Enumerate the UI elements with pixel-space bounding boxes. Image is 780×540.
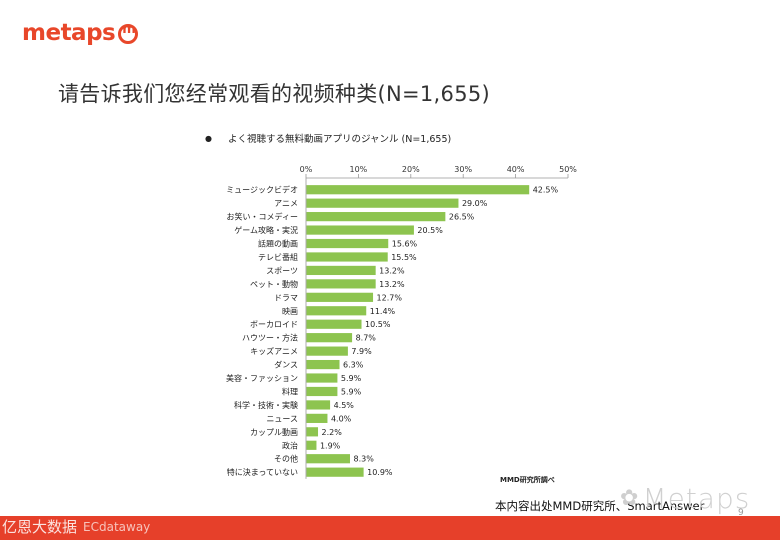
- category-label: スポーツ: [266, 266, 298, 275]
- value-label: 10.9%: [367, 468, 393, 477]
- value-label: 4.0%: [331, 414, 352, 423]
- x-tick-label: 30%: [454, 165, 472, 174]
- value-label: 5.9%: [341, 387, 362, 396]
- category-label: ゲーム攻略・実況: [234, 225, 298, 235]
- category-label: ペット・動物: [250, 279, 298, 289]
- bar: [306, 265, 376, 276]
- chart-caption: ● よく視聴する無料動画アプリのジャンル (N=1,655): [205, 131, 452, 146]
- chart-title: よく視聴する無料動画アプリのジャンル (N=1,655): [227, 134, 452, 145]
- bar: [306, 400, 331, 410]
- x-tick-label: 40%: [507, 165, 525, 174]
- category-label: カップル動画: [250, 428, 298, 437]
- value-label: 15.5%: [391, 253, 417, 262]
- value-label: 12.7%: [377, 293, 403, 302]
- bullet-icon: ●: [205, 133, 212, 143]
- value-label: 42.5%: [533, 186, 559, 195]
- bar: [306, 413, 328, 423]
- x-tick-label: 50%: [559, 165, 577, 174]
- bar: [306, 427, 319, 437]
- logo-text: metaps: [22, 20, 116, 46]
- value-label: 8.7%: [356, 334, 377, 343]
- category-label: 科学・技術・実験: [234, 400, 298, 410]
- category-label: 料理: [282, 386, 298, 396]
- value-label: 5.9%: [341, 374, 362, 383]
- value-label: 7.9%: [351, 347, 372, 356]
- x-tick-label: 0%: [300, 165, 313, 174]
- category-label: 話題の動画: [258, 239, 298, 249]
- bottom-brand-text: ECdataway: [83, 519, 151, 534]
- bar: [306, 252, 388, 262]
- bar: [306, 454, 350, 464]
- category-label: アニメ: [274, 199, 298, 208]
- category-label: キッズアニメ: [250, 346, 298, 356]
- bar: [306, 185, 530, 195]
- value-label: 15.6%: [392, 240, 418, 249]
- bottom-bar: [0, 516, 780, 540]
- category-label: 映画: [282, 306, 298, 316]
- logo-mark-icon: [118, 22, 139, 44]
- category-label: その他: [274, 454, 298, 464]
- metaps-logo: metaps: [22, 20, 139, 46]
- category-label: テレビ番組: [258, 252, 298, 262]
- bar: [306, 212, 446, 222]
- x-tick-label: 10%: [350, 165, 368, 174]
- bar: [306, 346, 348, 356]
- watermark: ✿ Metaps: [620, 482, 750, 515]
- value-label: 10.5%: [365, 320, 391, 329]
- bar: [306, 279, 376, 289]
- category-label: ミュージックビデオ: [226, 185, 298, 195]
- bar: [306, 440, 317, 450]
- category-label: ドラマ: [274, 293, 298, 302]
- chart-source: MMD研究所調べ: [500, 476, 555, 484]
- wechat-icon: ✿: [620, 486, 639, 511]
- category-label: ハウツー・方法: [242, 333, 298, 343]
- footer-note: 本内容出处MMD研究所、SmartAnswer: [495, 499, 705, 513]
- category-label: ダンス: [274, 360, 298, 370]
- category-label: ニュース: [266, 414, 298, 423]
- value-label: 13.2%: [379, 280, 405, 289]
- bar: [306, 467, 364, 477]
- bar: [306, 359, 340, 370]
- value-label: 29.0%: [462, 199, 488, 208]
- value-label: 4.5%: [334, 401, 355, 410]
- bar: [306, 306, 367, 316]
- value-label: 26.5%: [449, 213, 475, 222]
- category-label: 美容・ファッション: [226, 373, 298, 383]
- slide-title: 请告诉我们您经常观看的视频种类(N=1,655): [58, 82, 491, 106]
- value-label: 6.3%: [343, 361, 364, 370]
- page-number: 9: [738, 508, 744, 518]
- category-label: お笑い・コメディー: [227, 212, 298, 222]
- bar: [306, 373, 338, 383]
- category-label: 政治: [282, 440, 298, 450]
- value-label: 8.3%: [353, 455, 374, 464]
- value-label: 1.9%: [320, 441, 341, 450]
- bar: [306, 333, 353, 343]
- value-label: 2.2%: [322, 428, 343, 437]
- value-label: 13.2%: [379, 266, 405, 275]
- value-label: 11.4%: [370, 307, 396, 316]
- bar: [306, 386, 338, 397]
- watermark-text: Metaps: [642, 482, 751, 515]
- x-tick-label: 20%: [402, 165, 420, 174]
- bottom-left-brand: 亿恩大数据 ECdataway: [2, 516, 150, 537]
- value-label: 20.5%: [417, 226, 443, 235]
- bar: [306, 198, 459, 208]
- bar: [306, 238, 389, 249]
- bar: [306, 319, 362, 329]
- bar: [306, 292, 374, 302]
- bottom-left-text: 亿恩大数据: [2, 518, 78, 536]
- bar: [306, 225, 414, 235]
- category-label: ボーカロイド: [250, 320, 298, 329]
- category-label: 特に決まっていない: [227, 467, 298, 477]
